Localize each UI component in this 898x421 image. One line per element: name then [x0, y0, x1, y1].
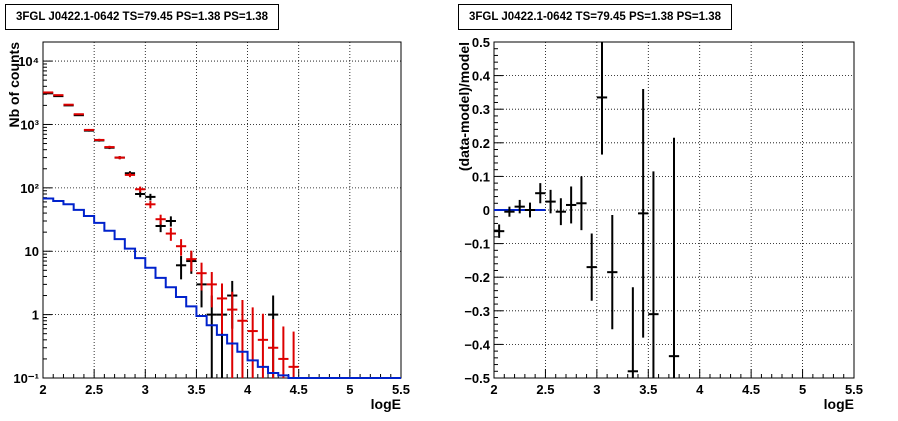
x-tick-label: 2.5: [85, 382, 103, 397]
data-point: [145, 193, 156, 201]
data-point: [186, 250, 197, 272]
axis-ticks: [42, 41, 402, 379]
data-point: [165, 216, 176, 227]
y-tick-label: 10⁴: [18, 54, 39, 69]
x-tick-label: 3.5: [639, 382, 657, 397]
x-tick-label: 4: [244, 382, 252, 397]
y-tick-label: 0.1: [472, 169, 490, 184]
data-point: [668, 137, 680, 378]
x-tick-label: 3: [142, 382, 149, 397]
data-point: [268, 319, 279, 378]
x-tick-label: 3.5: [187, 382, 205, 397]
data-point: [566, 186, 577, 224]
y-tick-label: 10³: [20, 117, 39, 132]
x-axis-label: logE: [371, 396, 401, 412]
data-point: [196, 262, 207, 291]
x-tick-label: 2: [39, 382, 46, 397]
left-chart-panel: 2 2.5 3 3.5 4 4.5 5 5.5 10⁻¹ 1 10 10² 10³ 10⁴ logE Nb o…: [5, 4, 410, 412]
data-point: [576, 176, 587, 231]
data-point: [155, 214, 166, 225]
grid: [43, 42, 401, 378]
x-tick-label: 5: [799, 382, 806, 397]
data-point: [145, 200, 156, 209]
data-point: [114, 156, 125, 160]
y-tick-label: 0.2: [472, 136, 490, 151]
data-point: [638, 89, 649, 338]
data-point: [175, 256, 187, 280]
residuals-plot: 2 2.5 3 3.5 4 4.5 5 5.5 −0.5 −0.4 −0.3 −0.2 −0.1 0 0.1…: [456, 35, 863, 412]
x-tick-label: 4.5: [742, 382, 760, 397]
y-tick-label: 10⁻¹: [13, 371, 39, 386]
data-point: [83, 128, 95, 131]
data-point: [504, 206, 515, 217]
data-point: [124, 172, 136, 178]
y-tick-label: −0.1: [464, 237, 490, 252]
chart-title: 3FGL J0422.1-0642 TS=79.45 PS=1.38 PS=1.…: [5, 4, 280, 30]
data-point: [535, 183, 546, 204]
data-point: [237, 300, 248, 378]
data-point: [586, 233, 597, 301]
x-tick-label: 5.5: [845, 382, 863, 397]
data-point: [43, 91, 54, 94]
data-point: [514, 199, 525, 214]
y-tick-label: 0: [483, 203, 490, 218]
model-step-line: [43, 197, 401, 379]
right-chart-panel: 2 2.5 3 3.5 4 4.5 5 5.5 −0.5 −0.4 −0.3 −0.2 −0.1 0 0.1…: [449, 0, 898, 421]
data-point: [648, 171, 659, 378]
data-point: [227, 291, 238, 378]
y-tick-label: −0.2: [464, 270, 490, 285]
data-point: [165, 227, 176, 241]
data-point: [135, 186, 146, 193]
y-tick-label: 1: [32, 308, 39, 323]
series-2: [43, 197, 401, 379]
data-point: [607, 215, 618, 330]
data-point: [494, 224, 505, 238]
data-point: [257, 313, 269, 378]
data-point: [73, 113, 84, 116]
data-point: [596, 42, 608, 155]
data-point: [627, 287, 638, 378]
data-point: [545, 189, 556, 214]
counts-histogram: 2 2.5 3 3.5 4 4.5 5 5.5 10⁻¹ 1 10 10² 10³ 10⁴ logE Nb o…: [6, 41, 410, 412]
data-point: [94, 138, 105, 142]
data-point: [104, 145, 115, 149]
y-axis-label: (data-model)/model: [456, 42, 472, 171]
y-tick-label: 0.5: [472, 35, 490, 50]
data-point: [175, 239, 187, 256]
data-point: [53, 94, 64, 97]
y-tick-label: 0.3: [472, 102, 490, 117]
y-tick-label: −0.3: [464, 304, 490, 319]
x-tick-label: 4: [696, 382, 704, 397]
series-0: [494, 42, 680, 378]
y-tick-label: 10²: [20, 181, 39, 196]
data-point: [206, 272, 217, 308]
data-point: [206, 295, 217, 378]
data-point: [555, 198, 566, 226]
x-tick-label: 4.5: [290, 382, 308, 397]
y-tick-label: 0.4: [472, 69, 491, 84]
data-point: [288, 331, 299, 378]
x-tick-label: 2.5: [536, 382, 554, 397]
x-tick-label: 2: [490, 382, 497, 397]
data-point: [247, 307, 258, 378]
data-point: [278, 326, 289, 378]
y-axis-label: Nb of counts: [6, 42, 22, 128]
axis-ticks: [493, 41, 855, 379]
series-1: [43, 91, 299, 378]
x-tick-label: 5: [346, 382, 353, 397]
y-tick-label: −0.5: [464, 371, 490, 386]
x-axis-label: logE: [824, 396, 854, 412]
data-point: [524, 202, 536, 218]
data-point: [216, 283, 228, 334]
y-tick-label: −0.4: [464, 337, 490, 352]
x-tick-label: 5.5: [392, 382, 410, 397]
x-tick-label: 3: [593, 382, 600, 397]
data-point: [63, 103, 74, 106]
chart-title: 3FGL J0422.1-0642 TS=79.45 PS=1.38 PS=1.…: [458, 4, 733, 30]
y-tick-label: 10: [25, 244, 39, 259]
